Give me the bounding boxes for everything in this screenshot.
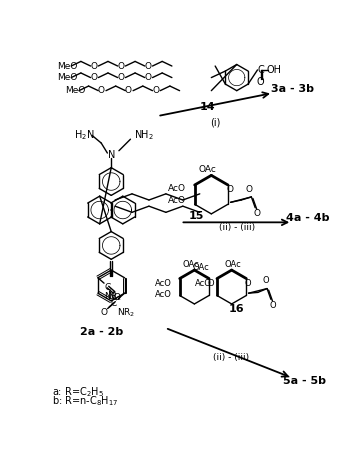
Text: AcO: AcO bbox=[168, 196, 186, 205]
Text: O: O bbox=[257, 77, 265, 87]
Text: OAc: OAc bbox=[199, 165, 216, 174]
Text: H$_2$N: H$_2$N bbox=[74, 128, 94, 142]
Text: N: N bbox=[108, 291, 115, 301]
Text: O: O bbox=[114, 292, 121, 301]
Text: C: C bbox=[257, 65, 264, 75]
Text: O: O bbox=[125, 86, 132, 95]
Text: AcO: AcO bbox=[195, 279, 211, 288]
Text: O: O bbox=[144, 62, 151, 70]
Text: AcO: AcO bbox=[155, 290, 172, 299]
Text: C: C bbox=[104, 283, 110, 292]
Text: 3a - 3b: 3a - 3b bbox=[271, 84, 314, 94]
Text: O: O bbox=[90, 73, 97, 82]
Text: 2a - 2b: 2a - 2b bbox=[80, 327, 123, 337]
Text: MeO: MeO bbox=[57, 62, 78, 70]
Text: OH: OH bbox=[267, 65, 282, 75]
Text: O: O bbox=[227, 185, 234, 194]
Text: N: N bbox=[108, 149, 115, 159]
Text: O: O bbox=[98, 86, 105, 95]
Text: (i): (i) bbox=[210, 117, 220, 127]
Text: NR$_2$: NR$_2$ bbox=[117, 306, 135, 319]
Text: (ii) - (iii): (ii) - (iii) bbox=[213, 353, 249, 361]
Text: NH$_2$: NH$_2$ bbox=[134, 128, 154, 142]
Text: O: O bbox=[152, 86, 159, 95]
Text: 4a - 4b: 4a - 4b bbox=[286, 213, 329, 223]
Text: O: O bbox=[100, 308, 107, 317]
Text: OAc: OAc bbox=[225, 260, 242, 269]
Text: OAc: OAc bbox=[182, 260, 199, 269]
Text: O: O bbox=[117, 73, 124, 82]
Text: NR$_2$: NR$_2$ bbox=[104, 291, 122, 303]
Text: a: R=C$_2$H$_5$: a: R=C$_2$H$_5$ bbox=[52, 385, 104, 399]
Text: MeO: MeO bbox=[65, 86, 85, 95]
Text: 16: 16 bbox=[229, 304, 244, 314]
Text: AcO: AcO bbox=[168, 184, 186, 193]
Text: O: O bbox=[253, 209, 260, 218]
Text: O: O bbox=[144, 73, 151, 82]
Text: OAc: OAc bbox=[192, 262, 209, 271]
Text: AcO: AcO bbox=[155, 279, 172, 288]
Text: O: O bbox=[117, 62, 124, 70]
Text: b: R=n-C$_8$H$_{17}$: b: R=n-C$_8$H$_{17}$ bbox=[52, 394, 118, 408]
Text: O: O bbox=[90, 62, 97, 70]
Text: 5a - 5b: 5a - 5b bbox=[283, 376, 326, 386]
Text: MeO: MeO bbox=[57, 73, 78, 82]
Text: O: O bbox=[246, 185, 252, 194]
Text: O: O bbox=[207, 279, 214, 288]
Text: 14: 14 bbox=[200, 102, 215, 112]
Text: O: O bbox=[262, 276, 269, 286]
Text: (ii) - (iii): (ii) - (iii) bbox=[219, 223, 255, 232]
Text: O: O bbox=[269, 301, 276, 310]
Text: C: C bbox=[111, 299, 117, 308]
Text: O: O bbox=[244, 279, 251, 288]
Text: 15: 15 bbox=[189, 211, 204, 221]
